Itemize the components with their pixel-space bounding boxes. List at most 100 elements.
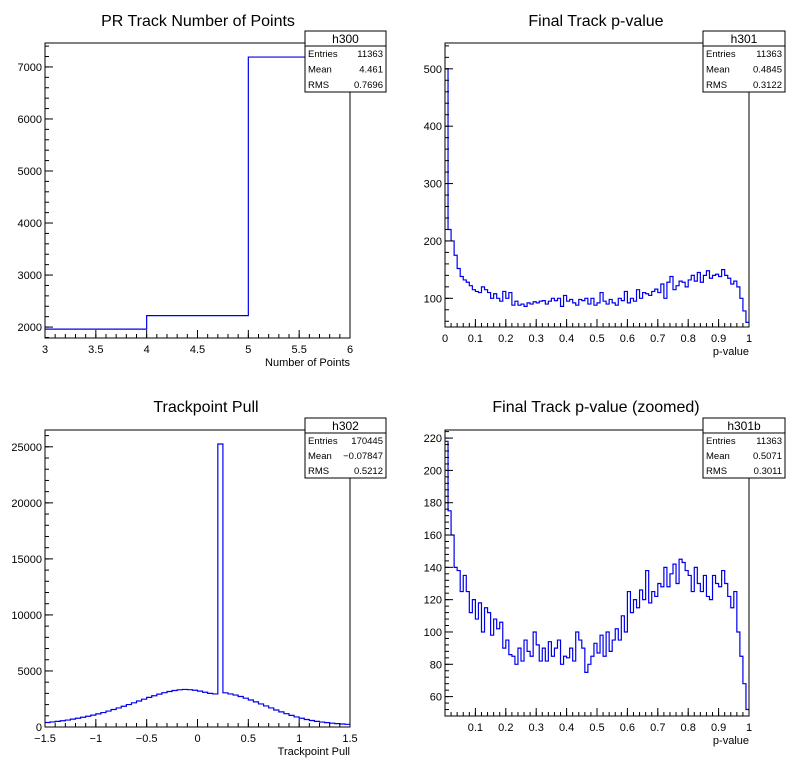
y-tick-label: 2000 xyxy=(18,322,42,334)
y-tick-label: 20000 xyxy=(11,498,42,510)
stats-label: Entries xyxy=(308,436,338,447)
chart-h301b: Final Track p-value (zoomed) 0.1 0.2 0.3 0.4… xyxy=(424,399,786,747)
stats-value: 0.7696 xyxy=(354,80,383,91)
y-tick-label: 15000 xyxy=(11,554,42,566)
stats-box: h301 Entries 11363 Mean 0.4845 RMS 0.3122 xyxy=(702,30,786,93)
plot-frame xyxy=(44,429,351,728)
chart-title: PR Track Number of Points xyxy=(101,13,295,30)
x-tick-label: −0.5 xyxy=(136,733,158,745)
y-tick-label: 300 xyxy=(424,179,442,191)
x-tick-label: 4 xyxy=(144,344,150,356)
x-tick-label: 1 xyxy=(296,733,302,745)
x-tick-label: 0 xyxy=(194,733,200,745)
x-tick-label: 0.8 xyxy=(681,722,696,734)
stats-box-name: h301 xyxy=(731,32,758,46)
x-tick-label: 0.3 xyxy=(529,333,544,345)
stats-box-frame xyxy=(304,30,387,93)
x-tick-label: 0.4 xyxy=(559,722,574,734)
stats-box-frame xyxy=(702,417,786,479)
x-tick-label: 5.5 xyxy=(292,344,307,356)
y-tick-label: 200 xyxy=(424,236,442,248)
x-tick-label: 0.5 xyxy=(589,333,604,345)
x-tick-label: 3 xyxy=(42,344,48,356)
stats-label: Mean xyxy=(706,451,730,462)
x-tick-label: 4.5 xyxy=(190,344,205,356)
x-tick-label: −1 xyxy=(90,733,103,745)
y-tick-label: 5000 xyxy=(18,666,42,678)
stats-label: RMS xyxy=(706,80,727,91)
y-tick-label: 140 xyxy=(424,562,442,574)
x-tick-label: 0.4 xyxy=(559,333,574,345)
x-tick-label: 0.1 xyxy=(468,722,483,734)
stats-value: 170445 xyxy=(351,436,383,447)
x-tick-label: 0.2 xyxy=(498,722,513,734)
y-tick-label: 100 xyxy=(424,293,442,305)
y-tick-label: 6000 xyxy=(18,114,42,126)
y-tick-label: 500 xyxy=(424,64,442,76)
x-tick-label: 0.3 xyxy=(529,722,544,734)
stats-label: Mean xyxy=(308,65,332,76)
x-tick-label: 1.5 xyxy=(342,733,357,745)
y-tick-label: 160 xyxy=(424,530,442,542)
stats-value: 11363 xyxy=(756,436,782,447)
stats-value: 4.461 xyxy=(359,65,383,76)
x-tick-label: 0.5 xyxy=(589,722,604,734)
y-tick-label: 7000 xyxy=(18,62,42,74)
chart-title: Final Track p-value (zoomed) xyxy=(492,399,699,416)
y-tick-label: 120 xyxy=(424,595,442,607)
y-tick-label: 180 xyxy=(424,498,442,510)
x-tick-label: 0.7 xyxy=(650,333,665,345)
x-tick-label: 0.9 xyxy=(711,333,726,345)
stats-label: Entries xyxy=(706,49,736,60)
plot-frame xyxy=(44,42,351,339)
x-tick-label: 0.7 xyxy=(650,722,665,734)
histogram-series xyxy=(445,440,749,711)
stats-value: 0.5212 xyxy=(354,466,383,477)
stats-value: −0.07847 xyxy=(343,451,383,462)
y-tick-label: 200 xyxy=(424,465,442,477)
stats-value: 0.4845 xyxy=(753,65,782,76)
y-tick-label: 220 xyxy=(424,433,442,445)
stats-value: 0.3011 xyxy=(754,466,782,477)
y-tick-label: 80 xyxy=(430,659,442,671)
stats-box: h301b Entries 11363 Mean 0.5071 RMS 0.3011 xyxy=(702,417,786,479)
chart-title: Trackpoint Pull xyxy=(153,399,258,416)
x-axis-label: Trackpoint Pull xyxy=(278,746,350,758)
y-tick-label: 25000 xyxy=(11,442,42,454)
stats-value: 11363 xyxy=(756,49,782,60)
x-tick-label: 0.6 xyxy=(620,333,635,345)
chart-h300: PR Track Number of Points 3 3.5 4 4.5 5 5.5 6 20… xyxy=(18,13,387,369)
stats-label: Mean xyxy=(706,65,730,76)
histogram-series xyxy=(45,56,350,330)
stats-box-name: h301b xyxy=(727,419,761,433)
stats-label: RMS xyxy=(706,466,727,477)
stats-box-name: h302 xyxy=(332,419,359,433)
x-axis-label: Number of Points xyxy=(265,357,350,369)
x-tick-label: 1 xyxy=(746,722,752,734)
x-tick-label: 6 xyxy=(347,344,353,356)
y-tick-label: 10000 xyxy=(11,610,42,622)
histogram-series xyxy=(445,68,749,324)
y-tick-label: 60 xyxy=(430,692,442,704)
x-tick-label: −1.5 xyxy=(34,733,56,745)
x-tick-label: 1 xyxy=(746,333,752,345)
y-tick-label: 5000 xyxy=(18,166,42,178)
stats-label: Entries xyxy=(706,436,736,447)
stats-box: h300 Entries 11363 Mean 4.461 RMS 0.7696 xyxy=(304,30,387,93)
y-tick-label: 3000 xyxy=(18,270,42,282)
stats-box-frame xyxy=(304,417,387,479)
x-tick-label: 0 xyxy=(442,333,448,345)
y-tick-label: 0 xyxy=(36,722,42,734)
x-tick-label: 5 xyxy=(245,344,251,356)
x-tick-label: 0.5 xyxy=(241,733,256,745)
stats-box-name: h300 xyxy=(332,32,359,46)
x-tick-label: 3.5 xyxy=(88,344,103,356)
x-tick-label: 0.2 xyxy=(498,333,513,345)
histogram-series xyxy=(45,443,350,725)
stats-box: h302 Entries 170445 Mean −0.07847 RMS 0.5212 xyxy=(304,417,387,479)
stats-value: 0.5071 xyxy=(753,451,782,462)
x-tick-label: 0.1 xyxy=(468,333,483,345)
x-tick-label: 0.8 xyxy=(681,333,696,345)
x-axis-label: p-value xyxy=(713,735,749,747)
